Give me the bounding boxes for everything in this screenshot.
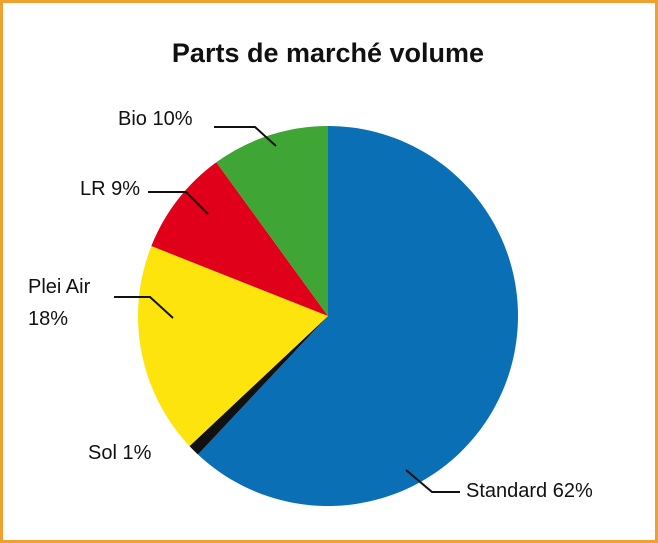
leader-line <box>214 126 277 147</box>
pie-slice <box>189 316 328 455</box>
leader-line <box>148 191 209 215</box>
leader-line <box>114 296 174 319</box>
slice-label: LR 9% <box>80 178 140 200</box>
slice-label: Sol 1% <box>88 442 152 464</box>
slice-label: Standard 62% <box>466 480 593 502</box>
leader-line <box>405 469 460 493</box>
pie-slice <box>216 126 328 316</box>
slice-label: Bio 10% <box>118 108 193 130</box>
chart-title: Parts de marché volume <box>172 38 484 68</box>
pie-slice <box>197 126 519 506</box>
slice-label: Plei Air 18% <box>28 276 91 330</box>
pie <box>138 126 519 506</box>
pie-slice <box>138 246 328 447</box>
